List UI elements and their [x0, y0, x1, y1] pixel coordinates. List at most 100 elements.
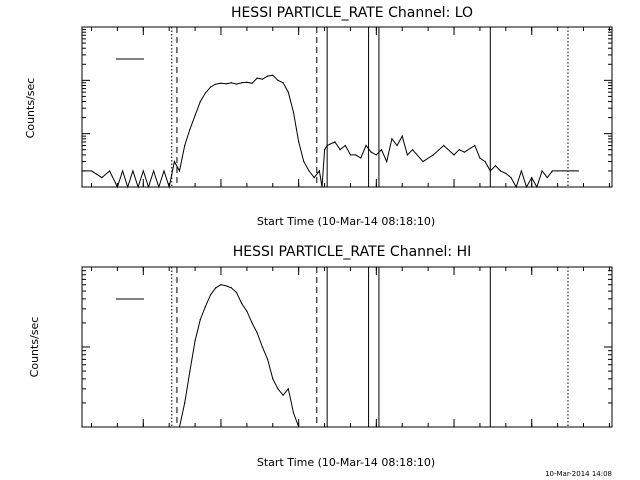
data-point — [344, 144, 346, 147]
data-point — [225, 83, 227, 85]
data-point — [313, 177, 315, 179]
data-point — [116, 186, 118, 188]
data-point — [298, 426, 300, 428]
data-point — [204, 305, 207, 308]
data-point — [567, 170, 569, 172]
data-point — [194, 114, 196, 117]
data-point — [282, 394, 284, 396]
data-point — [443, 144, 445, 147]
lo-channel-panel: HESSI PARTICLE_RATE Channel: LO Counts/s… — [24, 5, 613, 228]
data-point — [241, 82, 243, 84]
data-point — [505, 172, 507, 174]
data-point — [525, 186, 528, 188]
data-point — [215, 287, 217, 289]
data-point — [90, 170, 93, 172]
data-point — [256, 77, 258, 79]
data-point — [412, 149, 414, 151]
data-point — [235, 83, 238, 85]
data-point — [101, 177, 103, 179]
data-point — [321, 186, 323, 188]
series-line — [82, 74, 579, 189]
data-point — [339, 149, 341, 151]
panel-title: HESSI PARTICLE_RATE Channel: LO — [231, 5, 473, 21]
data-point — [510, 177, 512, 179]
data-point — [127, 186, 129, 188]
data-point — [215, 83, 217, 85]
data-point — [173, 160, 175, 163]
data-point — [163, 170, 165, 172]
data-point — [261, 78, 264, 80]
data-point — [406, 154, 409, 156]
data-point — [479, 157, 481, 159]
x-axis-label: Start Time (10-Mar-14 08:18:10) — [257, 456, 435, 469]
data-point — [515, 186, 517, 188]
data-point — [168, 186, 170, 188]
data-point — [189, 128, 191, 131]
data-point — [303, 160, 305, 163]
data-point — [220, 284, 222, 286]
plot-frame — [81, 26, 613, 188]
data-point — [432, 154, 434, 156]
data-point — [536, 186, 538, 188]
data-point — [178, 426, 181, 428]
data-point — [391, 138, 393, 140]
data-point — [121, 170, 124, 172]
data-point — [210, 294, 212, 296]
data-point — [453, 154, 455, 156]
data-point — [210, 86, 212, 88]
data-point — [287, 91, 289, 93]
data-point — [251, 322, 253, 324]
data-point — [272, 74, 274, 76]
data-point — [422, 160, 424, 163]
data-point — [546, 177, 548, 179]
data-point — [246, 81, 248, 83]
data-point — [541, 170, 543, 172]
data-point — [292, 412, 295, 414]
data-point — [308, 170, 310, 172]
data-point — [142, 170, 144, 172]
data-point — [241, 302, 243, 305]
data-point — [484, 160, 486, 163]
data-point — [577, 170, 579, 172]
plot-area — [81, 26, 613, 189]
data-point — [199, 319, 201, 321]
y-axis-label: Counts/sec — [24, 78, 37, 139]
data-point — [386, 160, 388, 163]
y-axis-label: Counts/sec — [28, 317, 41, 378]
data-point — [401, 135, 403, 137]
data-point — [489, 170, 491, 172]
data-point — [132, 170, 134, 172]
data-point — [153, 170, 155, 172]
data-point — [326, 144, 328, 147]
data-point — [298, 141, 300, 143]
data-point — [256, 332, 258, 334]
data-point — [494, 165, 497, 167]
data-point — [458, 149, 460, 151]
data-point — [137, 186, 139, 188]
data-point — [204, 92, 207, 94]
data-point — [220, 82, 222, 84]
footer-timestamp: 10-Mar-2014 14:08 — [545, 470, 612, 478]
series-line — [179, 284, 300, 428]
data-point — [360, 157, 362, 159]
data-point — [282, 82, 284, 84]
data-point — [463, 151, 465, 153]
data-point — [323, 149, 326, 151]
data-point — [531, 177, 533, 179]
data-point — [272, 378, 274, 380]
data-point — [81, 170, 83, 172]
data-point — [194, 340, 196, 342]
data-point — [572, 170, 574, 172]
data-point — [318, 170, 320, 172]
data-point — [178, 170, 181, 172]
data-point — [266, 358, 269, 360]
data-point — [230, 287, 232, 289]
data-point — [277, 79, 279, 81]
data-point — [189, 370, 191, 372]
data-point — [199, 100, 201, 103]
data-point — [109, 170, 111, 172]
data-point — [520, 170, 522, 172]
data-point — [235, 291, 238, 294]
data-point — [365, 144, 367, 147]
